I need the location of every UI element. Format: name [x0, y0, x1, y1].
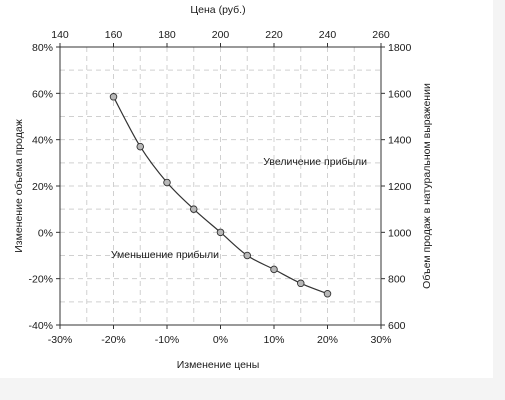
y-left-tick-label: 0%: [38, 227, 53, 239]
x-bottom-tick-label: -20%: [101, 334, 126, 346]
y-right-tick-label: 600: [388, 320, 406, 332]
y-left-tick-label: -20%: [28, 274, 53, 286]
y-right-tick-label: 1200: [388, 181, 412, 193]
x-bottom-tick-label: -10%: [155, 334, 180, 346]
tick-labels: -30% -20% -10% 0% 10% 20% 30% 140 160 180 200 220 24…: [28, 29, 411, 346]
x-bottom-tick-label: 20%: [317, 334, 338, 346]
x-top-tick-label: 180: [158, 29, 176, 41]
data-point: [270, 265, 278, 274]
grid-lines: [60, 47, 381, 325]
data-point: [163, 178, 171, 187]
y-left-tick-label: 80%: [32, 42, 53, 54]
x-bottom-tick-label: -30%: [48, 334, 73, 346]
y-right-tick-label: 1800: [388, 42, 412, 54]
y-axis-right-label: Объем продаж в натуральном выражении: [421, 83, 433, 289]
data-point: [136, 142, 144, 151]
annotation-profit-increase: Увеличение прибыли: [263, 156, 367, 168]
y-left-tick-label: 40%: [32, 135, 53, 147]
y-axis-left-label: Изменение объема продаж: [13, 119, 25, 253]
data-point: [323, 289, 332, 298]
x-top-tick-label: 160: [105, 29, 123, 41]
x-axis-bottom-label: Изменение цены: [177, 359, 260, 371]
right-margin-band: [493, 0, 505, 400]
data-point: [109, 93, 118, 101]
chart-frame: [0, 0, 493, 378]
data-points: [109, 93, 332, 298]
x-bottom-tick-label: 0%: [213, 334, 228, 346]
y-left-tick-label: 20%: [32, 181, 53, 193]
x-bottom-tick-label: 30%: [370, 334, 391, 346]
x-axis-top-label: Цена (руб.): [190, 4, 245, 16]
data-point: [297, 279, 305, 288]
y-right-tick-label: 800: [388, 274, 406, 286]
x-top-tick-label: 260: [372, 29, 390, 41]
x-bottom-tick-label: 10%: [263, 334, 284, 346]
x-top-tick-label: 220: [265, 29, 283, 41]
y-right-tick-label: 1600: [388, 88, 412, 100]
axes: [56, 43, 385, 329]
data-point: [216, 228, 225, 237]
y-left-tick-label: -40%: [28, 320, 53, 332]
y-right-tick-label: 1000: [388, 227, 412, 239]
x-top-tick-label: 140: [51, 29, 69, 41]
x-top-tick-label: 240: [319, 29, 337, 41]
y-right-tick-label: 1400: [388, 135, 412, 147]
y-left-tick-label: 60%: [32, 88, 53, 100]
data-point: [189, 205, 198, 213]
x-top-tick-label: 200: [212, 29, 230, 41]
annotation-profit-decrease: Уменьшение прибыли: [111, 249, 219, 261]
labels: Изменение цены Цена (руб.) Изменение объ…: [13, 4, 433, 371]
data-point: [243, 251, 251, 260]
bottom-margin-band: [0, 378, 505, 400]
